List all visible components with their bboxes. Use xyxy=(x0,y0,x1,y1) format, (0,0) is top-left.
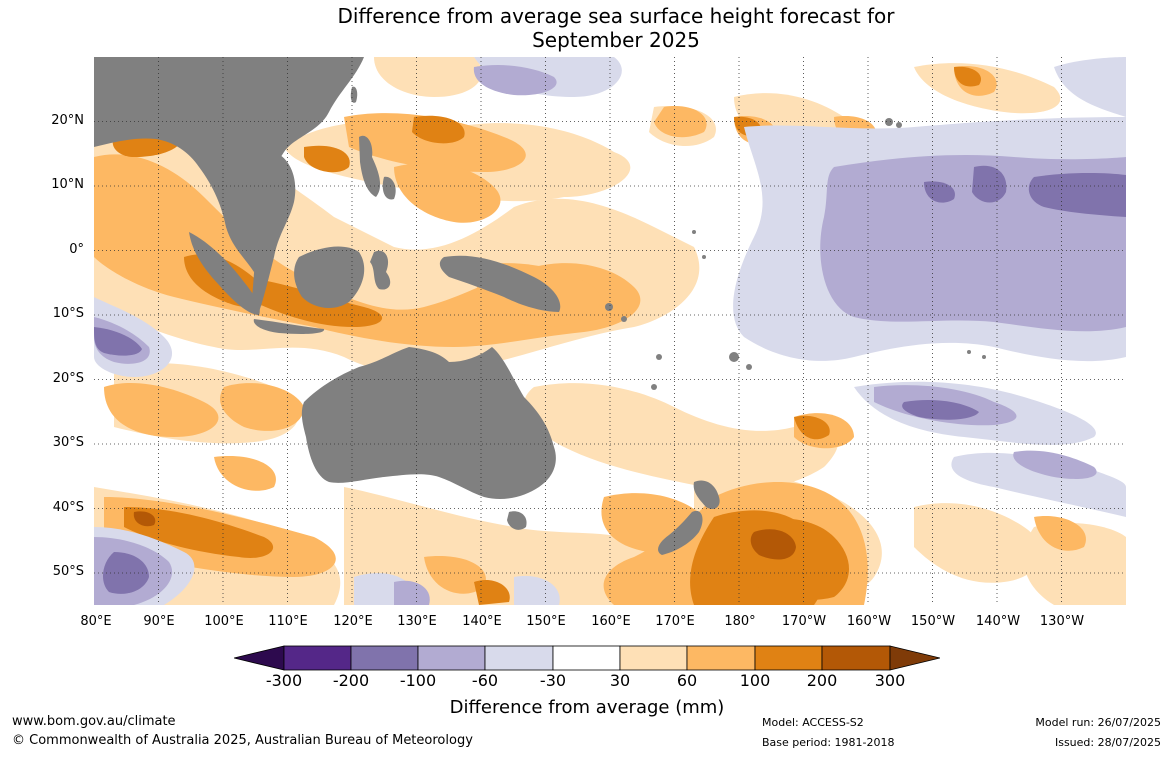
colorbar-tick: 30 xyxy=(609,671,631,690)
colorbar-tick: -100 xyxy=(399,671,437,690)
map-gridlines xyxy=(94,57,1126,605)
colorbar-swatch xyxy=(283,645,352,671)
lat-label-40s: 40°S xyxy=(52,500,84,515)
lon-label-90e: 90°E xyxy=(143,614,175,629)
lon-label-110e: 110°E xyxy=(268,614,308,629)
lat-label-30s: 30°S xyxy=(52,435,84,450)
lat-label-10s: 10°S xyxy=(52,306,84,321)
lon-label-150w: 150°W xyxy=(910,614,956,629)
colorbar-tick: -300 xyxy=(265,671,303,690)
model-name: Model: ACCESS-S2 xyxy=(762,716,864,729)
anomaly-200-300 xyxy=(133,511,796,560)
anomaly-minus100-200 xyxy=(94,165,1126,594)
lat-label-20s: 20°S xyxy=(52,371,84,386)
lon-label-160e: 160°E xyxy=(591,614,631,629)
lon-label-130e: 130°E xyxy=(397,614,437,629)
title-line-2: September 2025 xyxy=(532,28,700,52)
lon-label-130w: 130°W xyxy=(1039,614,1085,629)
model-info: Model: ACCESS-S2 Base period: 1981-2018 xyxy=(762,713,894,753)
footer-credits: www.bom.gov.au/climate © Commonwealth of… xyxy=(12,712,473,750)
lat-label-50s: 50°S xyxy=(52,564,84,579)
run-info: Model run: 26/07/2025 Issued: 28/07/2025 xyxy=(1035,713,1161,753)
map-panel xyxy=(94,57,1126,605)
title-line-1: Difference from average sea surface heig… xyxy=(337,4,895,28)
colorbar-swatch xyxy=(484,645,554,671)
colorbar-swatch xyxy=(754,645,823,671)
colorbar-legend xyxy=(234,645,940,671)
bom-url-link[interactable]: www.bom.gov.au/climate xyxy=(12,714,176,729)
lat-label-10n: 10°N xyxy=(51,177,84,192)
lat-label-equator: 0° xyxy=(69,242,84,257)
lon-label-140e: 140°E xyxy=(462,614,502,629)
colorbar-tick: 60 xyxy=(676,671,698,690)
lat-label-20n: 20°N xyxy=(51,113,84,128)
lon-label-140w: 140°W xyxy=(975,614,1021,629)
colorbar-right-arrow xyxy=(889,645,940,671)
colorbar-left-arrow xyxy=(234,645,285,671)
model-run-date: Model run: 26/07/2025 xyxy=(1035,716,1161,729)
lon-label-100e: 100°E xyxy=(204,614,244,629)
issued-date: Issued: 28/07/2025 xyxy=(1054,736,1161,749)
colorbar-swatch xyxy=(821,645,891,671)
lon-label-150e: 150°E xyxy=(526,614,566,629)
colorbar-swatch xyxy=(417,645,486,671)
colorbar-swatch xyxy=(686,645,756,671)
lon-label-160w: 160°W xyxy=(846,614,892,629)
colorbar-tick: 100 xyxy=(739,671,771,690)
map-title: Difference from average sea surface heig… xyxy=(0,4,1173,52)
lon-label-170w: 170°W xyxy=(781,614,827,629)
colorbar-tick: -60 xyxy=(471,671,499,690)
colorbar-tick: 300 xyxy=(874,671,906,690)
sea-surface-height-map xyxy=(94,57,1126,605)
lon-label-120e: 120°E xyxy=(333,614,373,629)
colorbar-swatch xyxy=(552,645,621,671)
colorbar-swatch xyxy=(619,645,688,671)
colorbar-swatch xyxy=(350,645,419,671)
lon-label-80e: 80°E xyxy=(80,614,112,629)
lon-label-170e: 170°E xyxy=(655,614,695,629)
colorbar-tick: 200 xyxy=(806,671,838,690)
land-masses xyxy=(94,57,986,555)
lon-label-180: 180° xyxy=(724,614,756,629)
colorbar-label: Difference from average (mm) xyxy=(449,697,725,718)
colorbar-tick: -30 xyxy=(539,671,567,690)
copyright-text: © Commonwealth of Australia 2025, Austra… xyxy=(12,733,473,748)
base-period: Base period: 1981-2018 xyxy=(762,736,895,749)
colorbar-tick: -200 xyxy=(332,671,370,690)
